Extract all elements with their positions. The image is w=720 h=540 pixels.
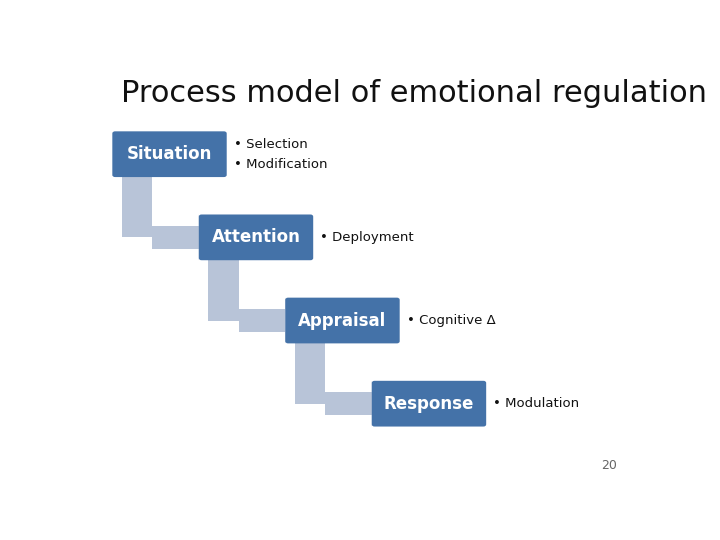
Text: • Deployment: • Deployment: [320, 231, 414, 244]
Text: Appraisal: Appraisal: [298, 312, 387, 329]
Polygon shape: [285, 298, 294, 343]
Polygon shape: [208, 258, 239, 321]
Polygon shape: [325, 392, 372, 415]
Polygon shape: [122, 175, 153, 238]
Polygon shape: [153, 226, 199, 249]
Text: Response: Response: [384, 395, 474, 413]
Text: • Selection
• Modification: • Selection • Modification: [234, 138, 328, 171]
Polygon shape: [294, 341, 325, 404]
Text: • Cognitive Δ: • Cognitive Δ: [407, 314, 495, 327]
Polygon shape: [372, 381, 380, 427]
Text: Situation: Situation: [127, 145, 212, 163]
Text: Attention: Attention: [212, 228, 300, 246]
Text: 20: 20: [601, 460, 617, 472]
Polygon shape: [199, 214, 207, 260]
Text: • Modulation: • Modulation: [493, 397, 580, 410]
FancyBboxPatch shape: [285, 298, 400, 343]
FancyBboxPatch shape: [112, 131, 227, 177]
FancyBboxPatch shape: [199, 214, 313, 260]
Text: Process model of emotional regulation: Process model of emotional regulation: [121, 79, 707, 109]
Polygon shape: [239, 309, 285, 332]
FancyBboxPatch shape: [372, 381, 486, 427]
